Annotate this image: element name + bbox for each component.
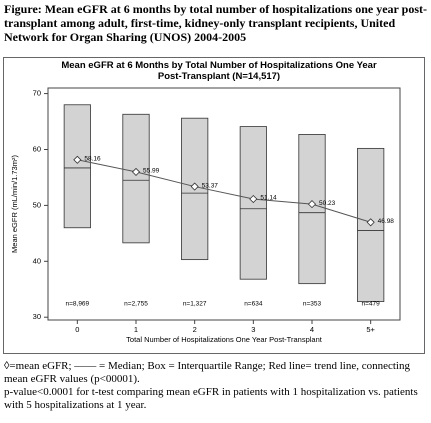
mean-marker	[366, 218, 375, 227]
x-tick-label: 2	[193, 325, 197, 334]
box	[298, 134, 326, 285]
mean-marker	[131, 167, 141, 176]
x-tick-label: 5+	[366, 325, 375, 334]
box	[357, 147, 385, 302]
mean-label: 55.99	[143, 168, 160, 175]
mean-label: 53.37	[202, 182, 219, 189]
chart-title: Mean eGFR at 6 Months by Total Number of…	[61, 60, 377, 82]
mean-marker	[249, 194, 258, 204]
y-tick-label: 50	[33, 200, 41, 209]
mean-marker	[190, 182, 199, 191]
n-label: n=634	[244, 301, 263, 308]
mean-marker	[307, 200, 317, 209]
mean-marker	[73, 155, 82, 164]
y-tick-label: 40	[33, 256, 41, 265]
n-label: n=8,969	[65, 301, 89, 308]
mean-label: 51.14	[260, 195, 277, 202]
x-axis-label: Total Number of Hospitalizations One Yea…	[126, 335, 323, 344]
y-axis-label: Mean eGFR (mL/min/1.73m²)	[10, 155, 19, 253]
note: ◊=mean eGFR; —— = Median; Box = Interqua…	[4, 360, 410, 385]
mean-label: 58.16	[84, 155, 101, 162]
n-label: n=353	[303, 301, 322, 308]
n-label: n=479	[362, 301, 381, 308]
x-tick-label: 0	[75, 325, 79, 334]
notes: ◊=mean eGFR; —— = Median; Box = Interqua…	[4, 360, 428, 412]
x-tick-label: 4	[310, 325, 314, 334]
mean-label: 50.23	[319, 200, 336, 207]
plot-area	[47, 87, 401, 321]
box	[122, 113, 150, 244]
y-tick-label: 30	[33, 312, 41, 321]
y-tick-label: 70	[33, 89, 41, 98]
y-tick-label: 60	[33, 144, 41, 153]
x-tick-label: 1	[134, 325, 138, 334]
trend-line	[77, 159, 371, 223]
x-tick-label: 3	[251, 325, 255, 334]
mean-label: 46.98	[378, 218, 395, 225]
box	[63, 104, 91, 229]
n-label: n=2,755	[124, 301, 148, 308]
figure-caption: Figure: Mean eGFR at 6 months by total n…	[4, 2, 427, 44]
n-label: n=1,327	[183, 301, 207, 308]
note: p-value<0.0001 for t-test comparing mean…	[4, 386, 418, 411]
